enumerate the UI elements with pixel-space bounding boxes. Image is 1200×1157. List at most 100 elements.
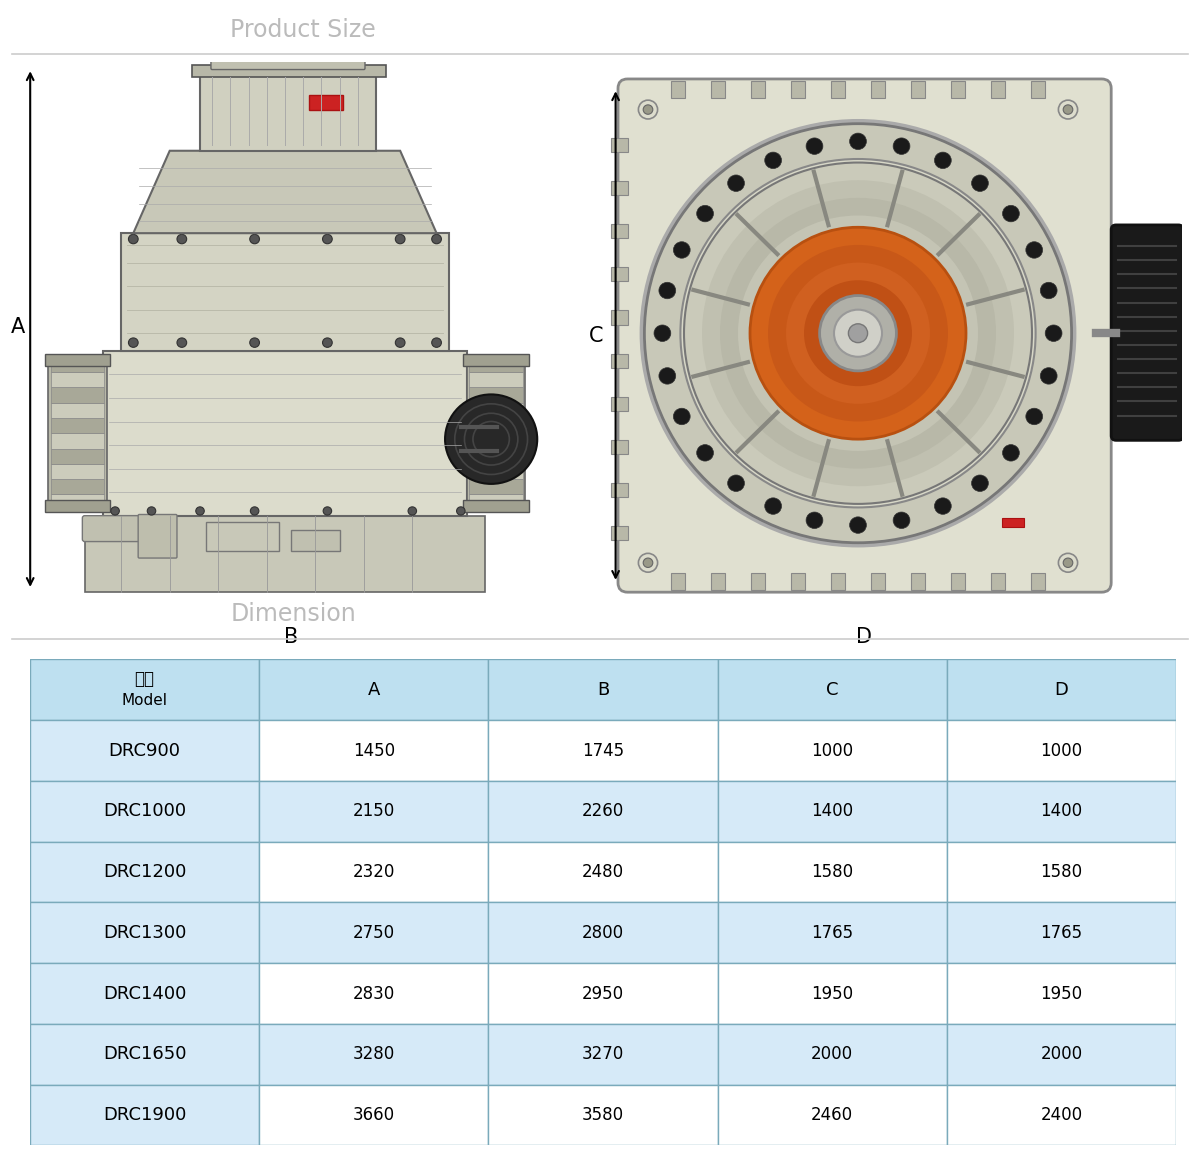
Bar xyxy=(611,484,628,498)
Bar xyxy=(469,403,523,418)
Bar xyxy=(259,842,488,902)
Bar xyxy=(488,1024,718,1085)
Circle shape xyxy=(1045,325,1062,341)
Circle shape xyxy=(250,235,259,244)
Text: 3660: 3660 xyxy=(353,1106,395,1125)
Text: 2800: 2800 xyxy=(582,923,624,942)
Text: Model: Model xyxy=(121,693,168,708)
Bar xyxy=(50,433,104,449)
Bar xyxy=(751,574,766,590)
Text: 3280: 3280 xyxy=(353,1045,395,1063)
Bar xyxy=(947,902,1176,963)
Text: 2750: 2750 xyxy=(353,923,395,942)
Bar xyxy=(488,902,718,963)
Circle shape xyxy=(697,444,714,462)
Circle shape xyxy=(323,507,331,515)
Bar xyxy=(30,842,259,902)
Circle shape xyxy=(702,180,1014,486)
Bar xyxy=(751,81,766,98)
Bar xyxy=(259,1085,488,1145)
Bar xyxy=(718,842,947,902)
Circle shape xyxy=(834,310,882,356)
Bar xyxy=(50,418,104,433)
Bar xyxy=(710,81,725,98)
Text: C: C xyxy=(589,325,604,346)
Bar xyxy=(611,440,628,454)
Bar xyxy=(830,81,845,98)
Circle shape xyxy=(673,242,690,258)
Bar xyxy=(469,433,523,449)
Text: DRC1400: DRC1400 xyxy=(103,985,186,1003)
Text: 3270: 3270 xyxy=(582,1045,624,1063)
Bar xyxy=(791,81,805,98)
Circle shape xyxy=(659,282,676,299)
Circle shape xyxy=(935,152,952,169)
Circle shape xyxy=(673,408,690,425)
Bar xyxy=(50,464,104,479)
Text: 产品尺寸图: 产品尺寸图 xyxy=(71,17,151,43)
Bar xyxy=(44,500,110,513)
Circle shape xyxy=(251,507,259,515)
Bar xyxy=(469,449,523,464)
Text: Product Size: Product Size xyxy=(230,19,376,42)
Bar xyxy=(206,522,278,551)
Circle shape xyxy=(750,227,966,440)
Bar xyxy=(44,354,110,366)
Bar xyxy=(469,388,523,403)
Text: 2460: 2460 xyxy=(811,1106,853,1125)
Circle shape xyxy=(644,124,1072,543)
Circle shape xyxy=(972,476,989,492)
Bar xyxy=(200,74,376,150)
Circle shape xyxy=(445,395,538,484)
Bar xyxy=(469,373,523,388)
FancyBboxPatch shape xyxy=(1111,224,1183,441)
Bar xyxy=(30,781,259,842)
Bar xyxy=(469,479,523,494)
Circle shape xyxy=(110,507,119,515)
Circle shape xyxy=(850,517,866,533)
Bar xyxy=(469,356,523,373)
Bar xyxy=(871,81,886,98)
Circle shape xyxy=(850,133,866,149)
Circle shape xyxy=(196,507,204,515)
Bar xyxy=(830,574,845,590)
Circle shape xyxy=(1040,368,1057,384)
Bar xyxy=(947,781,1176,842)
Circle shape xyxy=(764,152,781,169)
FancyBboxPatch shape xyxy=(85,516,485,592)
Circle shape xyxy=(250,338,259,347)
Circle shape xyxy=(659,368,676,384)
Circle shape xyxy=(1026,408,1043,425)
Bar xyxy=(611,310,628,325)
Text: 1580: 1580 xyxy=(811,863,853,882)
Bar xyxy=(718,1024,947,1085)
Text: 1765: 1765 xyxy=(811,923,853,942)
Circle shape xyxy=(935,498,952,515)
Circle shape xyxy=(768,245,948,421)
Text: 1950: 1950 xyxy=(1040,985,1082,1003)
Bar xyxy=(292,530,340,551)
Bar xyxy=(911,81,925,98)
Text: A: A xyxy=(367,680,380,699)
Circle shape xyxy=(638,553,658,573)
Bar xyxy=(30,902,259,963)
Bar xyxy=(1002,518,1024,528)
Bar xyxy=(871,574,886,590)
Circle shape xyxy=(638,101,658,119)
Circle shape xyxy=(1063,558,1073,567)
Text: Dimension: Dimension xyxy=(230,603,356,626)
Bar xyxy=(30,720,259,781)
Bar xyxy=(463,500,529,513)
Circle shape xyxy=(893,513,910,529)
Text: 型号: 型号 xyxy=(134,670,155,688)
Bar xyxy=(488,659,718,720)
Bar xyxy=(50,373,104,388)
Text: 1580: 1580 xyxy=(1040,863,1082,882)
Bar xyxy=(611,397,628,411)
Bar xyxy=(467,356,526,510)
Circle shape xyxy=(128,338,138,347)
Bar xyxy=(950,574,965,590)
Text: 2260: 2260 xyxy=(582,802,624,820)
Text: B: B xyxy=(596,680,610,699)
Bar xyxy=(1031,81,1045,98)
